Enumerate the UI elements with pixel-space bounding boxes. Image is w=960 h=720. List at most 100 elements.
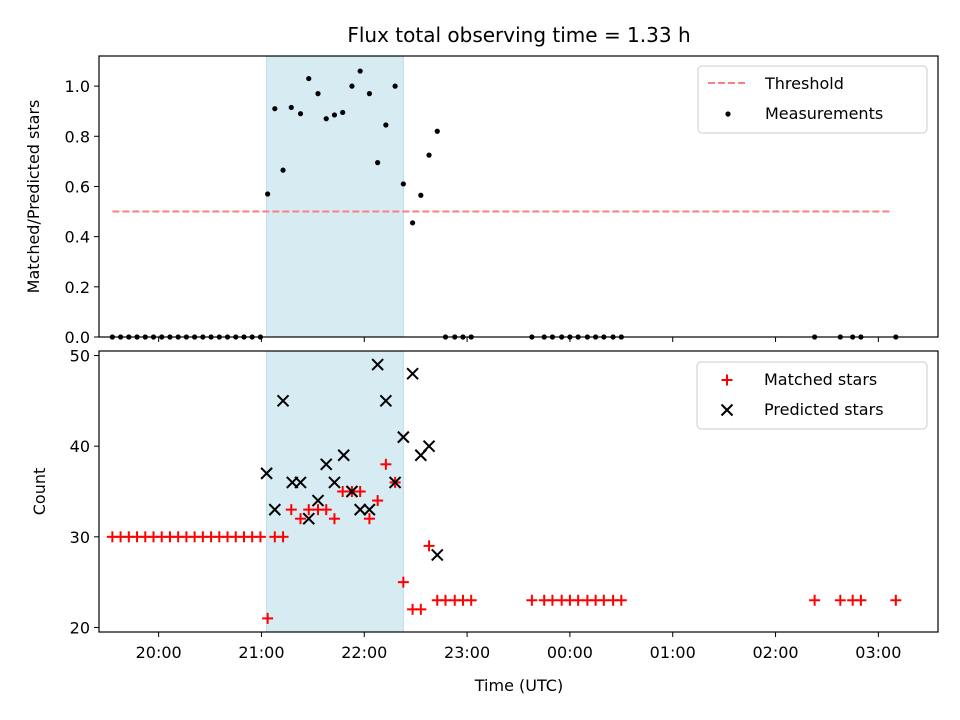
y-tick-label: 1.0 <box>65 77 90 96</box>
data-point <box>372 495 384 507</box>
data-point <box>272 106 278 112</box>
data-point <box>809 594 821 606</box>
legend-label: Predicted stars <box>764 400 884 419</box>
data-point <box>315 91 321 97</box>
x-tick-label: 03:00 <box>855 643 901 662</box>
data-point <box>546 594 558 606</box>
data-point <box>288 104 294 111</box>
top-panel: 0.0 0.2 0.4 0.6 0.8 1.0 Matched/Predicted star… <box>24 55 939 347</box>
data-point <box>285 504 297 516</box>
data-point <box>426 152 432 158</box>
data-point <box>337 449 350 462</box>
data-point <box>615 594 627 606</box>
y-tick-label: 50 <box>70 347 90 366</box>
x-axis-label: Time (UTC) <box>474 676 563 695</box>
data-point <box>260 467 273 480</box>
data-point <box>388 476 402 489</box>
data-point <box>418 192 424 198</box>
data-point <box>379 394 393 408</box>
y-tick-label: 0.8 <box>65 127 90 146</box>
data-point <box>422 439 436 453</box>
data-point <box>526 594 538 606</box>
data-point <box>306 75 312 82</box>
highlight-span <box>266 55 404 338</box>
data-point <box>439 594 451 606</box>
y-tick-label: 40 <box>70 437 90 456</box>
legend-label: Measurements <box>765 104 883 123</box>
data-point <box>262 612 274 624</box>
data-point <box>268 503 282 516</box>
data-point <box>363 513 375 525</box>
legend: Threshold Measurements <box>697 65 928 134</box>
data-point <box>431 548 444 562</box>
legend-marker <box>725 111 731 117</box>
chart-title: Flux total observing time = 1.33 h <box>347 23 690 47</box>
data-point <box>340 109 346 116</box>
data-point <box>423 540 435 552</box>
y-tick-label: 0.0 <box>65 328 90 347</box>
legend-marker <box>720 403 734 417</box>
data-point <box>276 394 290 408</box>
axes-frame <box>98 350 939 633</box>
data-point <box>383 122 389 128</box>
series-predicted-stars <box>260 358 444 562</box>
data-point <box>397 430 410 444</box>
y-tick-label: 0.4 <box>65 228 90 247</box>
legend: Matched stars Predicted stars <box>696 361 928 430</box>
data-point <box>406 367 419 380</box>
data-point <box>572 594 584 606</box>
x-tick-label: 02:00 <box>752 643 798 662</box>
data-point <box>375 160 381 166</box>
data-point <box>328 476 341 489</box>
data-point <box>303 504 315 516</box>
legend-label: Threshold <box>764 74 844 93</box>
x-tick-label: 22:00 <box>341 643 387 662</box>
data-point <box>834 594 846 606</box>
y-tick-label: 0.2 <box>65 278 90 297</box>
data-point <box>297 111 304 117</box>
data-point <box>277 531 289 543</box>
data-point <box>349 83 355 89</box>
data-point <box>371 358 384 371</box>
series-matched-stars <box>106 458 902 624</box>
data-point <box>357 68 363 74</box>
legend-label: Matched stars <box>764 370 877 389</box>
data-point <box>265 191 271 197</box>
data-point <box>400 181 406 187</box>
axes-frame <box>98 55 939 338</box>
x-tick-label: 20:00 <box>136 643 182 662</box>
y-tick-label: 30 <box>70 528 90 547</box>
data-point <box>320 458 333 471</box>
legend-box <box>697 65 928 134</box>
data-point <box>363 503 376 516</box>
data-point <box>345 485 359 498</box>
data-point <box>392 83 398 89</box>
data-point <box>354 486 366 497</box>
data-point <box>323 116 329 122</box>
data-point <box>366 91 373 97</box>
data-point <box>295 513 307 525</box>
data-point <box>409 220 416 226</box>
x-tick-label: 21:00 <box>238 643 284 662</box>
x-tick-label: 00:00 <box>547 643 593 662</box>
legend-box <box>696 361 928 430</box>
data-point <box>890 594 902 606</box>
data-point <box>331 112 338 118</box>
data-point <box>280 167 286 173</box>
data-point <box>254 531 266 543</box>
data-point <box>598 594 610 606</box>
data-point <box>380 458 392 470</box>
data-point <box>415 603 427 615</box>
data-point <box>337 486 349 497</box>
data-point <box>302 512 315 525</box>
y-tick-label: 0.6 <box>65 177 90 196</box>
legend-marker <box>721 374 733 386</box>
highlight-span <box>266 350 404 633</box>
y-axis-label: Matched/Predicted stars <box>24 100 43 294</box>
y-axis-label: Count <box>30 468 49 516</box>
data-point <box>465 594 477 606</box>
x-tick-label: 01:00 <box>650 643 696 662</box>
data-point <box>434 128 440 134</box>
data-point <box>328 513 340 525</box>
